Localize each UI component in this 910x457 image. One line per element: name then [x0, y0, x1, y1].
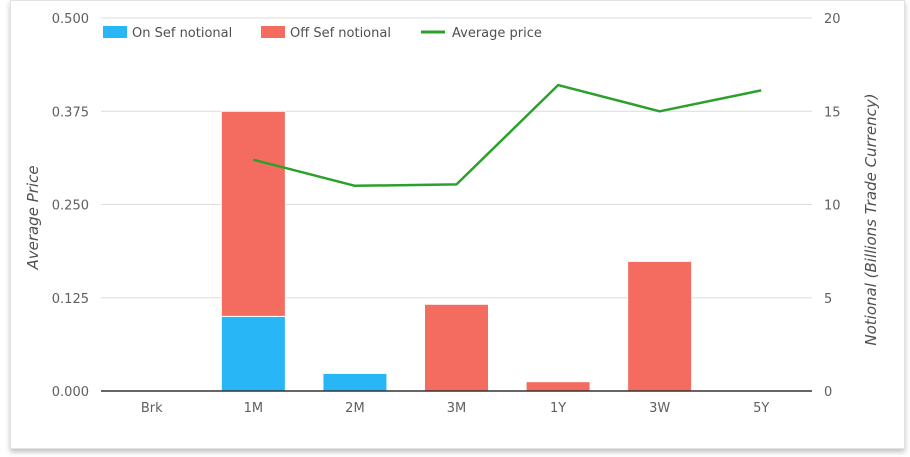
bar-off-sef-2M	[322, 371, 388, 374]
left-tick-label: 0.125	[52, 292, 89, 307]
axes: 0.000 0 0.125 5 0.250 10 0.375 15 0.500 20 Brk 1M 2M…	[24, 12, 880, 416]
legend-swatch-off-sef-notional	[261, 26, 285, 38]
x-tick-label: 1M	[244, 401, 264, 416]
bar-off-sef-1M	[220, 110, 286, 317]
right-tick-label: 20	[824, 12, 841, 27]
line-series	[253, 83, 762, 188]
bar-off-sef-3W	[627, 260, 693, 392]
right-axis-title: Notional (Billions Trade Currency)	[862, 93, 880, 345]
legend-swatch-on-sef-notional	[103, 26, 127, 38]
legend-label: Off Sef notional	[290, 26, 391, 41]
x-tick-label: 3W	[649, 401, 670, 416]
left-tick-label: 0.000	[52, 385, 89, 400]
right-tick-label: 15	[824, 105, 841, 120]
average-price-line	[253, 83, 762, 188]
bar-off-sef-1Y	[525, 381, 591, 392]
left-tick-label: 0.250	[52, 199, 89, 214]
left-tick-label: 0.375	[52, 105, 89, 120]
legend: On Sef notional Off Sef notional Average p…	[103, 26, 542, 41]
bar-off-sef-3M	[424, 303, 489, 392]
x-tick-label: 3M	[447, 401, 467, 416]
x-tick-label: Brk	[141, 401, 163, 416]
bar-series	[220, 110, 693, 392]
gridlines	[101, 17, 812, 299]
legend-label: Average price	[452, 26, 542, 41]
x-tick-label: 2M	[345, 401, 365, 416]
bar-on-sef-1M	[220, 315, 286, 392]
right-tick-label: 5	[824, 292, 832, 307]
right-tick-label: 10	[824, 199, 841, 214]
left-axis-title: Average Price	[24, 165, 42, 270]
left-tick-label: 0.500	[52, 12, 89, 27]
x-tick-label: 5Y	[753, 401, 769, 416]
legend-label: On Sef notional	[132, 26, 232, 41]
right-tick-label: 0	[824, 385, 832, 400]
x-tick-label: 1Y	[550, 401, 566, 416]
bar-on-sef-2M	[322, 372, 388, 392]
